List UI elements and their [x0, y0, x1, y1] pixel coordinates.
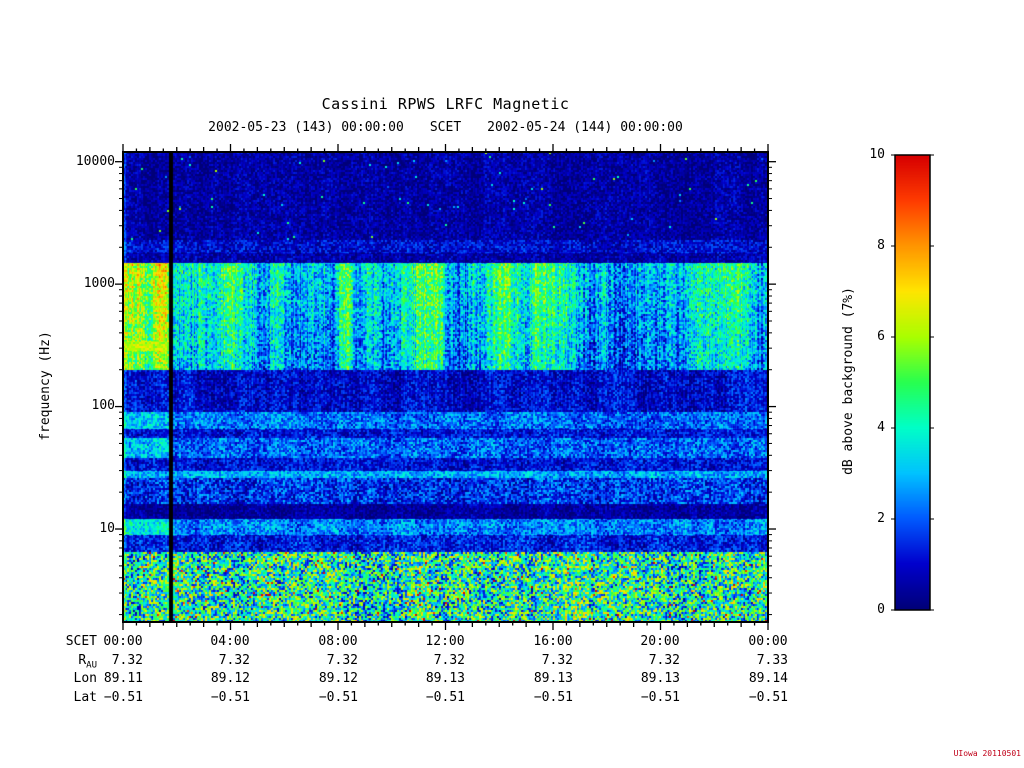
row-label-scet: SCET [65, 634, 97, 649]
eph-value-lon: 89.13 [533, 671, 573, 686]
x-tick-label: 00:00 [748, 634, 788, 649]
eph-value-r: 7.32 [648, 653, 680, 668]
date-range-line: 2002-05-23 (143) 00:00:00 SCET 2002-05-2… [123, 120, 768, 135]
x-tick-label: 04:00 [210, 634, 250, 649]
y-axis-label: frequency (Hz) [38, 331, 53, 441]
eph-value-r: 7.32 [541, 653, 573, 668]
colorbar-tick-6: 6 [877, 329, 885, 344]
scet-axis-name: SCET [429, 120, 462, 135]
x-tick-label: 12:00 [425, 634, 465, 649]
y-tick-label-1000: 1000 [83, 276, 115, 291]
x-tick-label: 20:00 [640, 634, 680, 649]
y-tick-label-10: 10 [99, 521, 115, 536]
colorbar-gradient [895, 155, 930, 610]
eph-value-lon: 89.13 [640, 671, 680, 686]
eph-value-lon: 89.12 [210, 671, 250, 686]
row-label-lon: Lon [73, 671, 97, 686]
colorbar-tick-2: 2 [877, 511, 885, 526]
au-subscript: AU [86, 660, 97, 671]
processing-stamp: UIowa 20110501 [953, 749, 1021, 758]
colorbar-tick-10: 10 [869, 147, 885, 162]
start-datetime: 2002-05-23 (143) 00:00:00 [208, 120, 404, 135]
eph-value-lat: −0.51 [210, 690, 250, 705]
colorbar-tick-0: 0 [877, 602, 885, 617]
x-tick-label: 08:00 [318, 634, 358, 649]
eph-value-lon: 89.14 [748, 671, 788, 686]
eph-value-lat: −0.51 [103, 690, 143, 705]
eph-value-lat: −0.51 [318, 690, 358, 705]
colorbar-tick-4: 4 [877, 420, 885, 435]
eph-value-lon: 89.11 [103, 671, 143, 686]
colorbar-tick-8: 8 [877, 238, 885, 253]
eph-value-lat: −0.51 [425, 690, 465, 705]
row-label-lat: Lat [73, 690, 97, 705]
x-tick-label: 00:00 [103, 634, 143, 649]
y-tick-label-100: 100 [91, 398, 115, 413]
eph-value-r: 7.32 [218, 653, 250, 668]
eph-value-lat: −0.51 [533, 690, 573, 705]
eph-value-lon: 89.12 [318, 671, 358, 686]
eph-value-r: 7.32 [433, 653, 465, 668]
eph-value-r: 7.33 [756, 653, 788, 668]
row-label-r-au: RAU [78, 653, 97, 671]
eph-value-r: 7.32 [111, 653, 143, 668]
spectrogram-heatmap [123, 152, 768, 622]
x-tick-label: 16:00 [533, 634, 573, 649]
y-tick-label-10000: 10000 [75, 154, 115, 169]
eph-value-lat: −0.51 [748, 690, 788, 705]
eph-value-r: 7.32 [326, 653, 358, 668]
eph-value-lat: −0.51 [640, 690, 680, 705]
eph-value-lon: 89.13 [425, 671, 465, 686]
end-datetime: 2002-05-24 (144) 00:00:00 [487, 120, 683, 135]
chart-title: Cassini RPWS LRFC Magnetic [321, 95, 570, 113]
colorbar-label: dB above background (7%) [841, 287, 856, 475]
